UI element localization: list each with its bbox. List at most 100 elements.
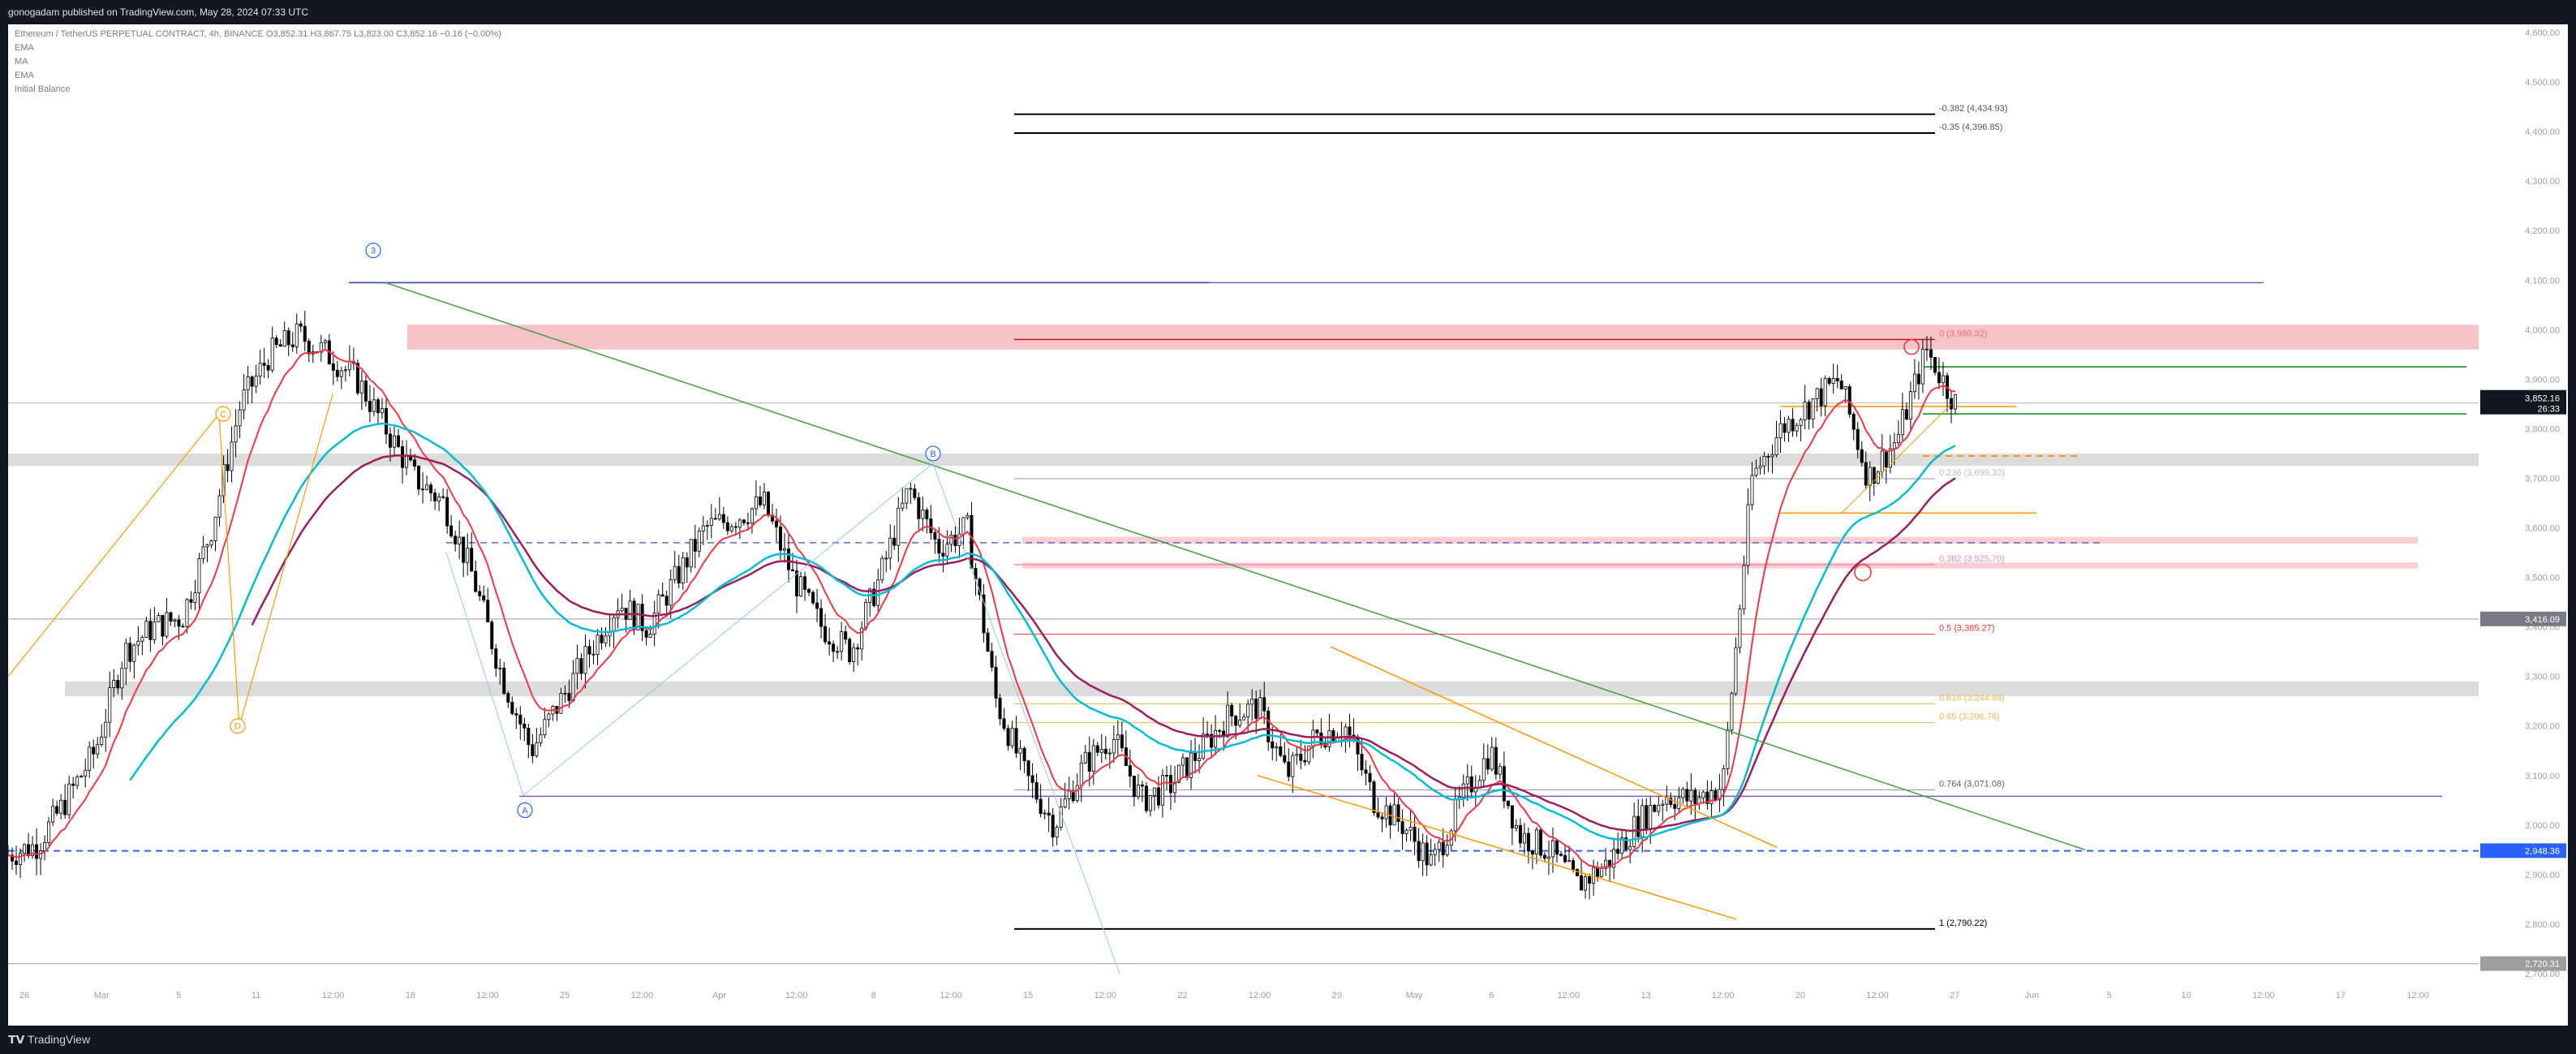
candle-body-46 [193, 592, 197, 603]
legend-indicator-ema1[interactable]: EMA [15, 43, 34, 53]
candle-body-198 [811, 592, 815, 604]
legend-indicator-ma[interactable]: MA [15, 57, 28, 67]
candle-body-425 [1734, 647, 1738, 695]
candle-body-138 [567, 692, 571, 701]
candle-body-407 [1661, 803, 1665, 806]
candle-body-465 [1896, 434, 1900, 444]
candle-body-442 [1803, 402, 1807, 420]
candle-body-444 [1811, 398, 1815, 419]
candle-body-231 [945, 544, 949, 557]
time-axis-bg [8, 980, 2479, 1026]
candle-body-172 [705, 525, 709, 527]
publish-header: gonogadam published on TradingView.com, … [0, 0, 2576, 24]
x-tick-21: 13 [1641, 991, 1650, 1000]
candle-body-210 [860, 627, 864, 650]
wave-label-c: C [220, 410, 226, 419]
candle-body-142 [583, 646, 587, 674]
candle-body-250 [1022, 747, 1026, 762]
candle-body-289 [1181, 757, 1185, 766]
candle-body-373 [1522, 832, 1526, 844]
candle-body-398 [1624, 837, 1628, 850]
candle-body-95 [392, 435, 396, 448]
candle-body-165 [677, 566, 681, 584]
candle-body-68 [282, 330, 286, 347]
candle-body-186 [762, 492, 766, 505]
candle-body-344 [1404, 829, 1408, 834]
candle-body-388 [1584, 876, 1588, 891]
candle-body-456 [1860, 449, 1864, 463]
price-tag-bg-0 [2480, 611, 2566, 626]
candle-body-6 [31, 844, 35, 857]
candle-body-192 [787, 548, 791, 570]
candle-body-452 [1843, 386, 1847, 389]
candle-body-252 [1030, 775, 1034, 783]
candle-body-255 [1043, 812, 1047, 815]
candle-body-334 [1364, 769, 1368, 774]
last-price-value: 3,852.16 [2525, 394, 2560, 404]
price-tag-0: 3,416.09 [2525, 615, 2560, 625]
candle-body-468 [1908, 391, 1912, 419]
x-tick-0: 26 [19, 991, 29, 1000]
tradingview-logo[interactable]: 𝗧𝗩 TradingView [8, 1033, 91, 1046]
wave-label-c-circle [215, 406, 231, 422]
candle-body-88 [363, 381, 368, 402]
candle-body-449 [1831, 377, 1835, 384]
candle-body-405 [1653, 805, 1657, 812]
candle-body-261 [1067, 790, 1071, 800]
legend-indicator-ema2[interactable]: EMA [15, 71, 34, 80]
candle-body-162 [664, 596, 669, 606]
y-tick-6: 4,000.00 [2525, 325, 2560, 335]
candle-body-90 [372, 399, 376, 412]
x-tick-28: 10 [2182, 991, 2191, 1000]
candle-body-27 [116, 680, 120, 689]
candle-body-207 [848, 639, 852, 662]
candle-body-317 [1295, 754, 1299, 756]
x-tick-3: 11 [252, 991, 260, 1000]
candle-body-350 [1429, 854, 1433, 866]
candle-body-133 [547, 713, 551, 721]
candle-body-359 [1465, 776, 1469, 785]
candle-body-474 [1933, 356, 1937, 373]
candle-body-285 [1164, 775, 1168, 777]
candle-body-397 [1620, 837, 1624, 854]
candle-body-432 [1762, 455, 1766, 467]
candle-body-116 [478, 591, 482, 596]
candle-body-356 [1453, 798, 1457, 832]
candle-body-58 [242, 389, 246, 411]
candle-body-260 [1063, 798, 1067, 807]
candle-body-12 [55, 806, 59, 814]
price-chart[interactable]: -0.382 (4,434.93) -0.35 (4,396.85) 0 (3,98… [6, 24, 2568, 1026]
candle-body-470 [1916, 373, 1920, 385]
candle-body-329 [1344, 726, 1348, 738]
candle-body-13 [59, 799, 63, 814]
candle-body-206 [844, 631, 848, 640]
candle-body-110 [454, 536, 458, 544]
candle-body-70 [290, 344, 295, 347]
candle-body-392 [1600, 867, 1604, 877]
candle-body-402 [1641, 805, 1645, 837]
fib-level-label-7: 0.65 (3,206.76) [1939, 712, 2000, 722]
x-tick-17: 29 [1332, 991, 1342, 1000]
candle-body-369 [1506, 800, 1510, 807]
candle-body-376 [1534, 829, 1538, 855]
candle-body-199 [815, 602, 819, 609]
wave-label-a-circle [517, 802, 533, 819]
candle-body-374 [1526, 832, 1530, 852]
candle-body-94 [388, 433, 392, 448]
candle-body-26 [112, 680, 116, 688]
candle-body-44 [185, 599, 189, 627]
candle-body-14 [63, 799, 67, 815]
candle-body-155 [636, 604, 640, 630]
y-tick-9: 3,700.00 [2525, 474, 2560, 484]
candle-body-52 [217, 495, 221, 518]
legend-symbol[interactable]: Ethereum / TetherUS PERPETUAL CONTRACT, … [15, 29, 264, 39]
candle-body-145 [596, 635, 600, 655]
candle-body-163 [669, 579, 673, 606]
candle-body-315 [1287, 761, 1291, 777]
candle-body-245 [1002, 718, 1006, 729]
candle-body-82 [339, 370, 343, 377]
chart-pane[interactable]: Ethereum / TetherUS PERPETUAL CONTRACT, … [6, 24, 2568, 1026]
wedge-upper [1330, 646, 1778, 848]
wave-label-d-circle [230, 718, 246, 734]
legend-indicator-initial-balance[interactable]: Initial Balance [15, 84, 71, 94]
